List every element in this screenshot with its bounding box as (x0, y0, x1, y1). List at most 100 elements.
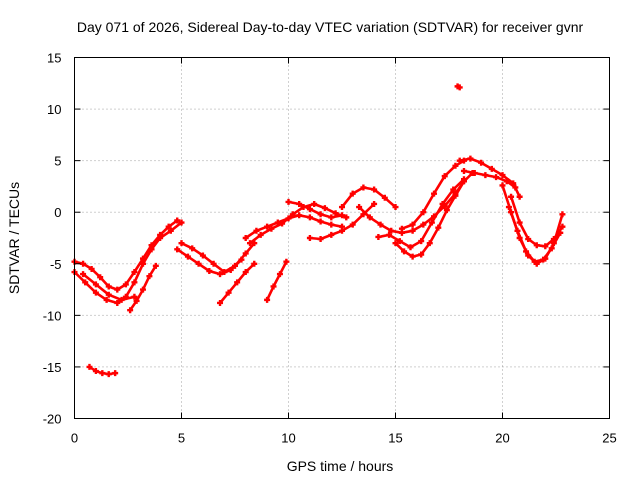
data-point (105, 371, 112, 378)
data-point (409, 221, 416, 228)
data-point (557, 229, 564, 236)
data-point (339, 227, 345, 234)
data-point (99, 370, 106, 377)
data-point (264, 296, 271, 303)
data-point (339, 204, 345, 211)
data-point (174, 246, 181, 253)
data-point (508, 193, 515, 200)
data-point (375, 233, 382, 240)
series-arc-10 (246, 200, 350, 247)
data-point (386, 231, 393, 238)
series-trace (394, 171, 474, 258)
data-point (285, 198, 292, 205)
data-point (131, 293, 138, 300)
data-point (420, 221, 427, 228)
data-point (122, 281, 129, 288)
data-point (178, 219, 185, 226)
plot-frame (74, 57, 610, 419)
series-arc-4 (127, 262, 159, 314)
data-point (112, 370, 119, 377)
data-point (174, 217, 181, 224)
data-point (195, 260, 202, 267)
data-point (356, 204, 363, 211)
series-arc-23 (505, 204, 564, 265)
data-point (559, 211, 566, 218)
series-trace (265, 260, 288, 302)
y-tick-label: -20 (43, 412, 62, 427)
data-point (516, 219, 523, 226)
data-point (328, 231, 335, 238)
data-point (409, 253, 416, 260)
data-point (279, 220, 286, 227)
data-point (478, 159, 485, 166)
data-point (418, 238, 425, 245)
series-trace (340, 186, 397, 209)
data-point (225, 289, 232, 296)
data-point (431, 190, 438, 197)
data-point (503, 178, 510, 185)
x-tick-label: 15 (388, 431, 402, 446)
data-point (127, 307, 134, 314)
data-point (525, 236, 532, 243)
data-point (114, 299, 121, 306)
data-point (460, 178, 467, 185)
data-point (118, 296, 125, 303)
data-point (531, 258, 538, 265)
data-point (452, 162, 459, 169)
data-point (210, 260, 217, 267)
data-point (396, 238, 403, 245)
data-point (456, 157, 463, 164)
y-tick-label: -5 (50, 257, 62, 272)
data-point (92, 368, 99, 375)
data-point (339, 212, 345, 219)
series-arc-20 (460, 167, 519, 191)
data-point (105, 291, 112, 298)
series-arc-13 (306, 200, 378, 243)
x-axis-label: GPS time / hours (287, 458, 394, 474)
data-point (349, 190, 356, 197)
data-point (97, 274, 104, 281)
data-point (392, 240, 399, 247)
data-point (206, 268, 213, 275)
data-point (234, 279, 241, 286)
data-point (311, 200, 318, 207)
y-tick-label: -15 (43, 360, 62, 375)
data-point (505, 204, 512, 211)
data-point (270, 283, 277, 290)
y-axis-label: SDTVAR / TECUs (6, 182, 22, 294)
y-tick-label: -10 (43, 308, 62, 323)
data-point (533, 242, 540, 249)
data-point (253, 227, 260, 234)
data-point (92, 281, 99, 288)
data-point (251, 260, 258, 267)
data-point (409, 227, 416, 234)
data-point (540, 256, 547, 263)
data-point (189, 245, 196, 252)
data-point (148, 246, 155, 253)
data-point (428, 219, 435, 226)
data-point (343, 214, 350, 221)
series-arc-21 (499, 182, 566, 267)
data-point (184, 253, 191, 260)
data-point (283, 258, 290, 265)
data-point (398, 225, 405, 232)
data-point (317, 218, 324, 225)
data-point (133, 297, 140, 304)
data-series (71, 83, 566, 378)
data-point (306, 214, 313, 221)
x-tick-label: 20 (495, 431, 509, 446)
data-point (482, 172, 489, 179)
x-tick-label: 0 (71, 431, 78, 446)
data-point (306, 206, 313, 213)
data-point (165, 223, 172, 230)
data-point (105, 283, 112, 290)
data-point (178, 240, 185, 247)
data-point (296, 200, 303, 207)
data-point (139, 260, 146, 267)
data-point (257, 231, 264, 238)
data-point (227, 266, 234, 273)
data-point (452, 192, 459, 199)
data-point (88, 265, 95, 272)
data-point (86, 363, 93, 370)
